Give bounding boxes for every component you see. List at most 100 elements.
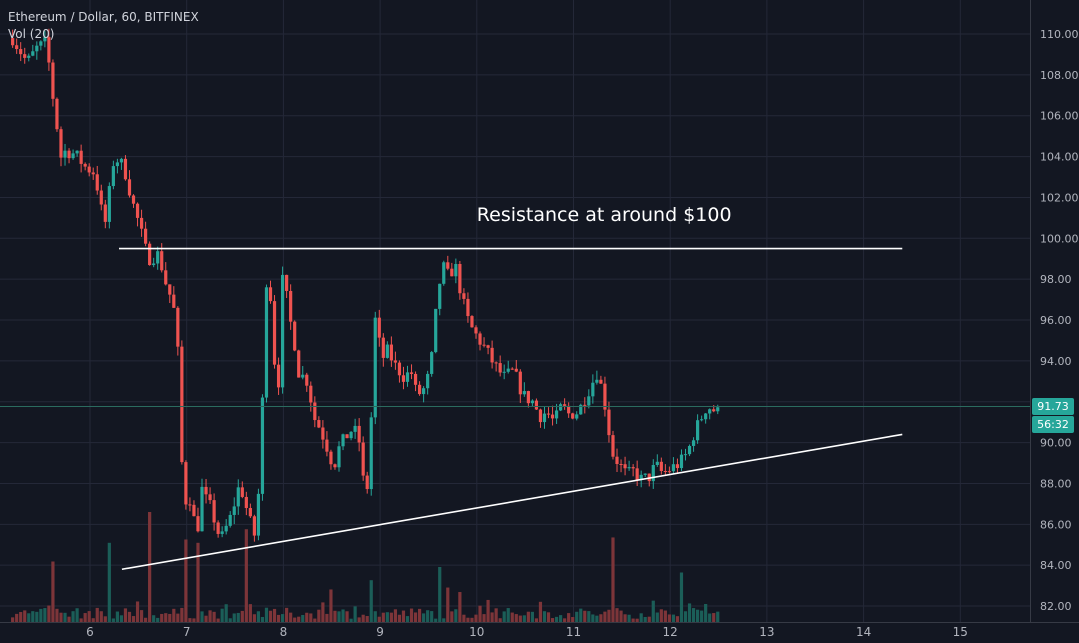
candle-body [297,350,301,378]
volume-bar [172,608,176,622]
candle-body [655,461,659,465]
volume-bar [43,608,47,622]
volume-bar [168,613,172,622]
candle-body [337,446,341,468]
candle-body [268,287,273,302]
candle-body [700,419,704,421]
candle-body [123,158,128,180]
time-tick-label: 7 [183,625,191,639]
candle-body [75,150,79,154]
candle-body [603,383,607,410]
volume-bar [405,616,410,622]
volume-bar [47,605,51,622]
volume-bar [91,618,95,622]
volume-bar [87,611,91,622]
candle-body [256,493,261,536]
volume-bar [712,613,716,622]
volume-bar [55,608,59,622]
candle-body [490,347,494,363]
volume-bar [470,617,474,622]
candle-body [675,464,680,469]
volume-bar [635,618,639,622]
volume-bar [514,614,518,622]
candle-body [462,293,466,299]
candle-body [272,301,277,365]
volume-bar [591,614,595,622]
price-tick-label: 98.00 [1040,273,1072,286]
volume-bar [103,616,107,622]
volume-bar [559,615,563,622]
candle-body [567,405,571,414]
candle-body [280,274,285,388]
candle-body [486,345,490,348]
candle-body [458,263,462,294]
candle-body [659,461,663,471]
volume-bar [683,611,688,622]
candle-body [305,374,309,386]
candle-body [71,153,75,159]
volume-bar [490,612,494,622]
volume-bar [228,618,232,622]
volume-bar [434,618,438,622]
price-tick-label: 104.00 [1040,151,1079,164]
candle-body [15,45,19,50]
volume-bar [716,611,720,622]
volume-bar [232,613,236,622]
candle-body [587,396,591,406]
volume-bar [538,601,543,622]
volume-bar [192,618,196,622]
volume-bar [397,614,402,622]
price-tick-label: 96.00 [1040,314,1072,327]
symbol-title: Ethereum / Dollar, 60, BITFINEX [8,10,199,24]
volume-bar [160,613,164,622]
candle-body [679,454,684,469]
candle-body [317,420,321,428]
volume-bar [115,611,119,622]
volume-bar [494,608,498,622]
volume-bar [522,615,526,622]
resistance-annotation[interactable]: Resistance at around $100 [477,204,732,226]
time-tick-label: 13 [759,625,774,639]
volume-bar [240,610,244,622]
volume-bar [704,603,708,622]
time-tick-label: 10 [469,625,484,639]
candle-body [494,362,498,364]
candle-body [228,514,232,526]
candle-body [196,516,200,532]
volume-bar [708,613,712,622]
support-trendline[interactable] [121,433,903,571]
volume-bar [563,618,567,622]
volume-bar [212,611,216,622]
volume-bar [321,602,325,622]
candle-body [554,410,559,419]
candle-body [422,388,426,395]
candle-body [349,431,353,439]
price-tick-label: 102.00 [1040,191,1079,204]
volume-bar [422,613,426,622]
volume-bar [164,613,168,622]
drawings[interactable] [119,247,903,571]
candle-body [192,504,196,517]
volume-bar [462,614,466,622]
candle-body [188,504,192,506]
candle-body [377,317,381,338]
candle-body [91,172,95,175]
candle-body [244,496,248,509]
volume-bar [599,614,603,622]
price-tick-label: 86.00 [1040,518,1072,531]
candle-body [212,500,216,523]
candle-body [23,54,27,58]
volume-bar [119,615,124,622]
volume-bar [486,599,490,622]
price-axis[interactable]: 110.00 108.00 106.00 104.00 102.00 100.00 98.0… [1040,28,1079,613]
candle-body [361,442,365,476]
volume-indicator-label[interactable]: Vol (20) [8,27,55,41]
time-axis[interactable]: 6 7 8 9 10 11 12 13 14 15 [86,625,968,639]
volume-bar [341,609,345,622]
volume-bar [498,618,502,622]
candle-body [248,508,252,517]
candle-body [264,287,269,398]
candle-body [156,251,160,264]
